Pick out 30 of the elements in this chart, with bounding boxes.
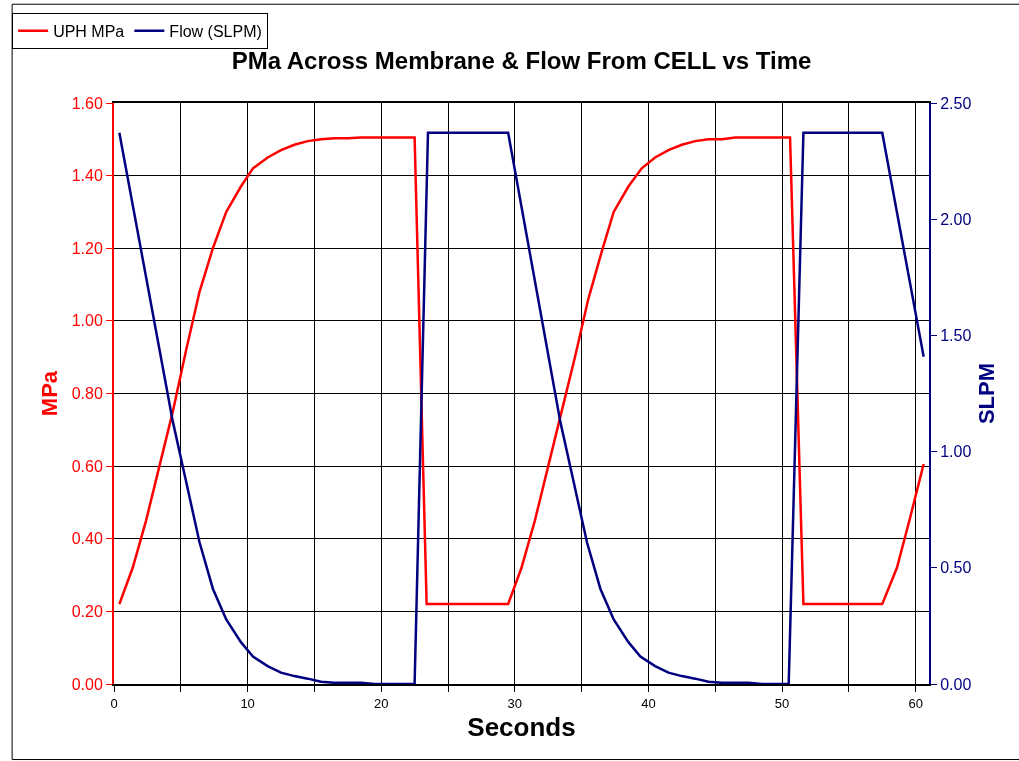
x-tick-label: 50 — [774, 695, 790, 711]
x-tick-label: 20 — [373, 695, 389, 711]
y-tick-label: 0.60 — [71, 457, 103, 475]
line-series — [118, 131, 925, 684]
y-tick-label: 0.00 — [71, 675, 103, 693]
y-axis-title: MPa — [36, 370, 62, 417]
y2-tick-label: 2.00 — [940, 210, 972, 228]
legend-label: UPH MPa — [53, 23, 125, 41]
x-tick-label: 40 — [641, 695, 656, 711]
y-tick-label: 1.00 — [71, 312, 103, 330]
y-tick-label: 0.40 — [71, 530, 103, 548]
legend-label: Flow (SLPM) — [169, 23, 262, 41]
x-tick-label: 30 — [507, 695, 523, 711]
y-tick-label: 0.20 — [71, 602, 103, 620]
y-tick-label: 1.40 — [71, 167, 103, 185]
y2-axis-title: SLPM — [973, 362, 999, 425]
y2-tick-label: 0.00 — [940, 675, 972, 693]
y2-tick-label: 2.50 — [940, 94, 972, 112]
y2-tick-label: 1.00 — [940, 443, 972, 461]
y-tick-label: 0.80 — [71, 385, 103, 403]
x-tick-label: 10 — [240, 695, 255, 711]
y-tick-label: 1.20 — [71, 239, 103, 257]
x-tick-label: 60 — [908, 695, 923, 711]
y2-tick-label: 1.50 — [940, 327, 972, 344]
x-axis-title: Seconds — [467, 711, 576, 742]
line-series — [118, 136, 925, 606]
chart-title: PMa Across Membrane & Flow From CELL vs Time — [231, 47, 812, 75]
x-tick-label: 0 — [110, 695, 118, 711]
y-tick-label: 1.60 — [71, 94, 103, 112]
y2-tick-label: 0.50 — [940, 559, 972, 577]
